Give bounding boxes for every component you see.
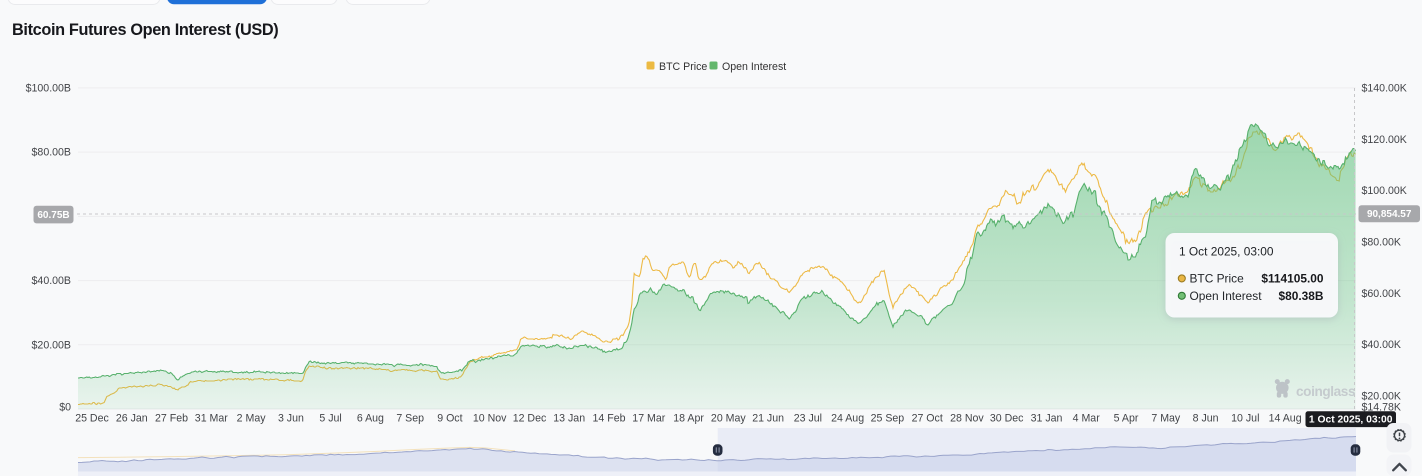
svg-text:$100.00K: $100.00K [1362, 185, 1407, 197]
svg-text:4 Mar: 4 Mar [1073, 413, 1101, 425]
svg-text:5 Jul: 5 Jul [319, 413, 341, 425]
svg-text:10 Nov: 10 Nov [473, 413, 507, 425]
svg-text:$20.00K: $20.00K [1362, 390, 1401, 402]
svg-text:$80.00K: $80.00K [1362, 237, 1401, 249]
svg-text:25 Dec: 25 Dec [75, 413, 109, 425]
svg-text:12 Dec: 12 Dec [513, 413, 547, 425]
svg-text:1 Oct 2025, 03:00: 1 Oct 2025, 03:00 [1309, 415, 1393, 426]
svg-text:31 Mar: 31 Mar [195, 413, 228, 425]
svg-text:1 Oct 2025, 03:00: 1 Oct 2025, 03:00 [1179, 245, 1274, 259]
svg-text:28 Nov: 28 Nov [950, 413, 984, 425]
svg-text:$20.00B: $20.00B [32, 339, 71, 351]
svg-text:Bitcoin Futures Open Interest: Bitcoin Futures Open Interest (USD) [12, 21, 278, 39]
svg-text:27 Feb: 27 Feb [155, 413, 188, 425]
svg-text:7 May: 7 May [1151, 413, 1181, 425]
svg-text:$120.00K: $120.00K [1362, 134, 1407, 146]
svg-text:24 Aug: 24 Aug [831, 413, 864, 425]
svg-text:20 May: 20 May [711, 413, 746, 425]
svg-text:10 Jul: 10 Jul [1231, 413, 1259, 425]
svg-text:30 Dec: 30 Dec [990, 413, 1024, 425]
svg-text:2 May: 2 May [237, 413, 267, 425]
svg-text:31 Jan: 31 Jan [1031, 413, 1063, 425]
svg-text:3 Jun: 3 Jun [278, 413, 304, 425]
svg-text:coinglass: coinglass [1296, 384, 1355, 399]
svg-text:21 Jun: 21 Jun [752, 413, 784, 425]
svg-text:26 Jan: 26 Jan [116, 413, 148, 425]
svg-text:$14.78K: $14.78K [1362, 401, 1401, 413]
svg-text:$80.00B: $80.00B [32, 147, 71, 159]
svg-text:14 Aug: 14 Aug [1269, 413, 1302, 425]
svg-text:BTC Price: BTC Price [659, 61, 707, 73]
svg-text:9 Oct: 9 Oct [437, 413, 462, 425]
svg-text:6 Aug: 6 Aug [357, 413, 384, 425]
svg-text:23 Jul: 23 Jul [794, 413, 822, 425]
svg-text:$80.38B: $80.38B [1279, 289, 1324, 303]
svg-text:8 Jun: 8 Jun [1193, 413, 1219, 425]
svg-text:$114105.00: $114105.00 [1261, 272, 1324, 286]
svg-text:BTC Price: BTC Price [1190, 272, 1245, 286]
svg-text:14 Feb: 14 Feb [593, 413, 626, 425]
svg-text:$0: $0 [59, 402, 71, 414]
svg-text:7 Sep: 7 Sep [396, 413, 424, 425]
svg-text:$40.00K: $40.00K [1362, 339, 1401, 351]
svg-text:60.75B: 60.75B [37, 210, 69, 221]
svg-text:90,854.57: 90,854.57 [1367, 209, 1412, 220]
svg-text:$40.00B: $40.00B [32, 275, 71, 287]
svg-text:17 Mar: 17 Mar [632, 413, 665, 425]
svg-text:Open Interest: Open Interest [722, 61, 786, 73]
svg-text:5 Apr: 5 Apr [1114, 413, 1139, 425]
svg-text:27 Oct: 27 Oct [912, 413, 943, 425]
svg-text:18 Apr: 18 Apr [673, 413, 704, 425]
svg-text:$60.00K: $60.00K [1362, 288, 1401, 300]
svg-text:$140.00K: $140.00K [1362, 83, 1407, 95]
svg-text:$100.00B: $100.00B [26, 83, 71, 95]
svg-text:13 Jan: 13 Jan [553, 413, 585, 425]
svg-text:25 Sep: 25 Sep [871, 413, 905, 425]
svg-text:Open Interest: Open Interest [1190, 289, 1263, 303]
